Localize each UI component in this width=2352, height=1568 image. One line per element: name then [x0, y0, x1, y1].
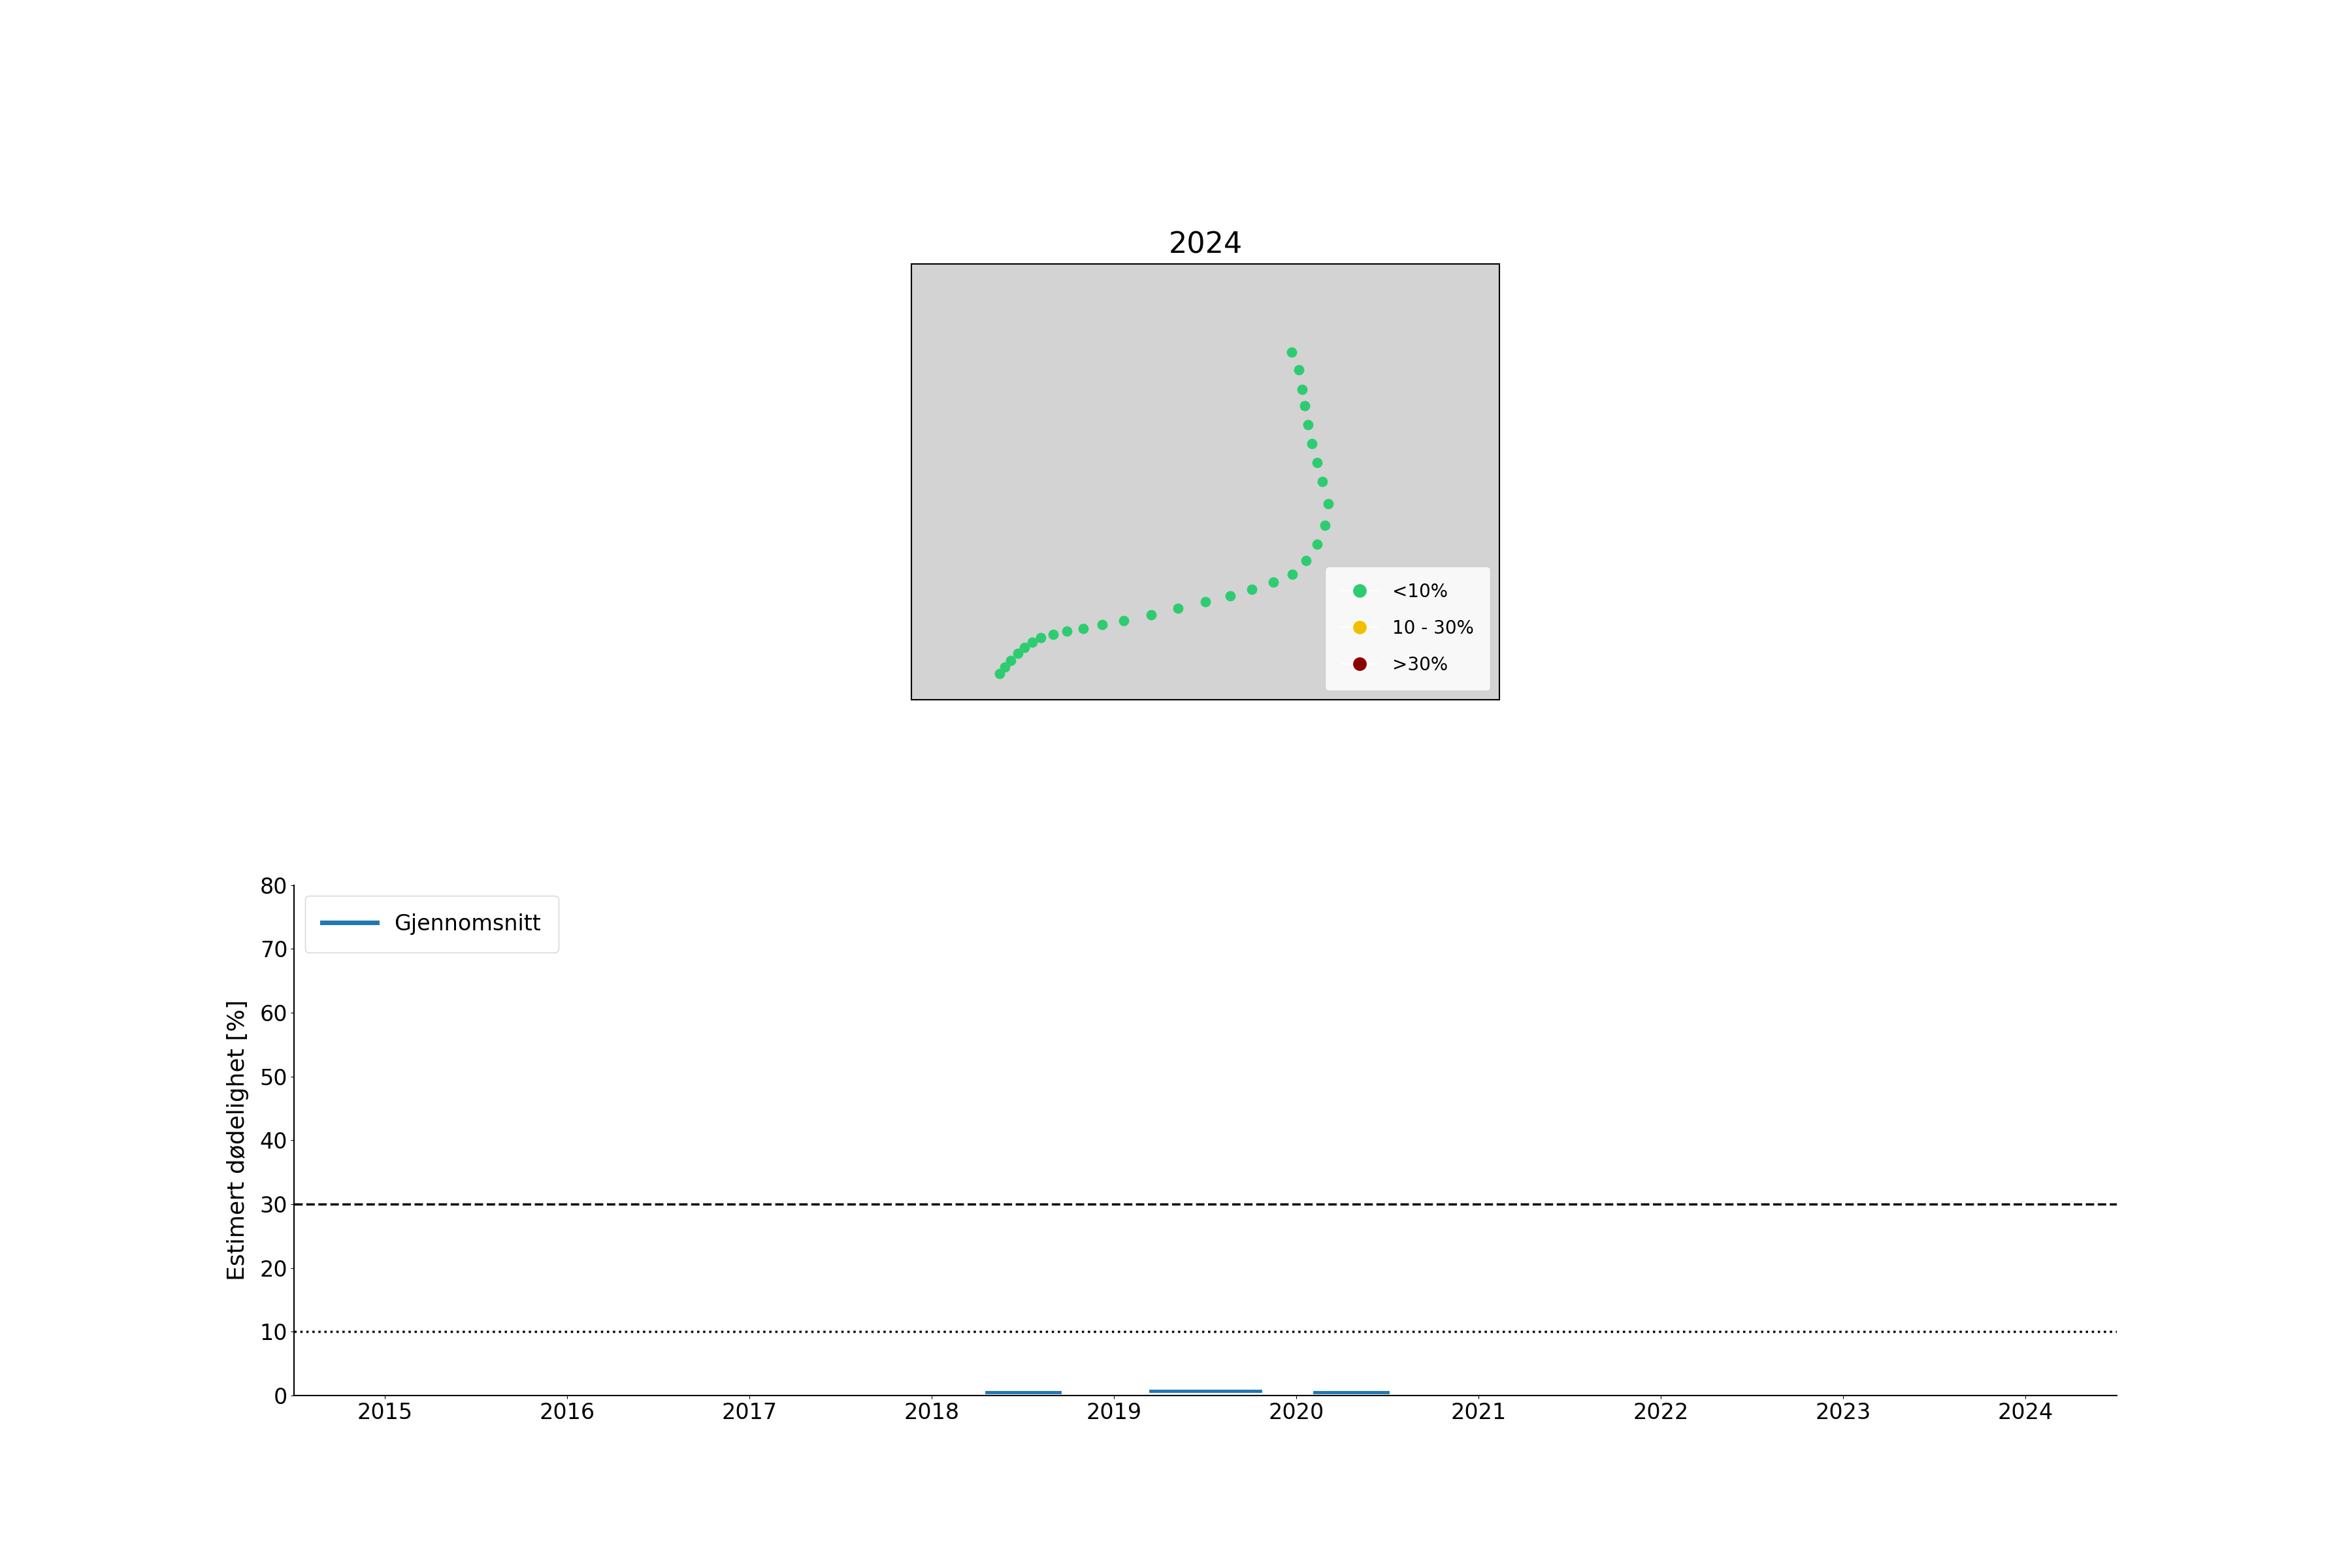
Point: [1023, 626, 1061, 651]
Point: [1287, 549, 1324, 574]
Point: [1294, 431, 1331, 456]
Point: [985, 654, 1023, 679]
Point: [1232, 577, 1270, 602]
Point: [1254, 569, 1291, 594]
Point: [1007, 635, 1044, 660]
Point: [1287, 394, 1324, 419]
Point: [1084, 613, 1122, 638]
Point: [1047, 619, 1084, 644]
Point: [1063, 616, 1101, 641]
Point: [1014, 630, 1051, 655]
Point: [1303, 469, 1341, 494]
Point: [1160, 596, 1197, 621]
Point: [1305, 513, 1343, 538]
Point: [1289, 412, 1327, 437]
Title: 2024: 2024: [1169, 230, 1242, 259]
Point: [981, 662, 1018, 687]
Y-axis label: Estimert dødelighet [%]: Estimert dødelighet [%]: [226, 1000, 249, 1281]
Legend: <10%, 10 - 30%, >30%: <10%, 10 - 30%, >30%: [1324, 566, 1491, 690]
Point: [1310, 491, 1348, 516]
Point: [1131, 602, 1169, 627]
Point: [1298, 532, 1336, 557]
Point: [1284, 376, 1322, 401]
Point: [1279, 358, 1317, 383]
Point: [993, 648, 1030, 673]
Point: [1298, 450, 1336, 475]
Point: [1035, 621, 1073, 646]
Legend: Gjennomsnitt: Gjennomsnitt: [306, 895, 557, 952]
Point: [1185, 590, 1223, 615]
Point: [1211, 583, 1249, 608]
Point: [1275, 561, 1312, 586]
Point: [1000, 641, 1037, 666]
Point: [1105, 608, 1143, 633]
Point: [1272, 340, 1310, 365]
